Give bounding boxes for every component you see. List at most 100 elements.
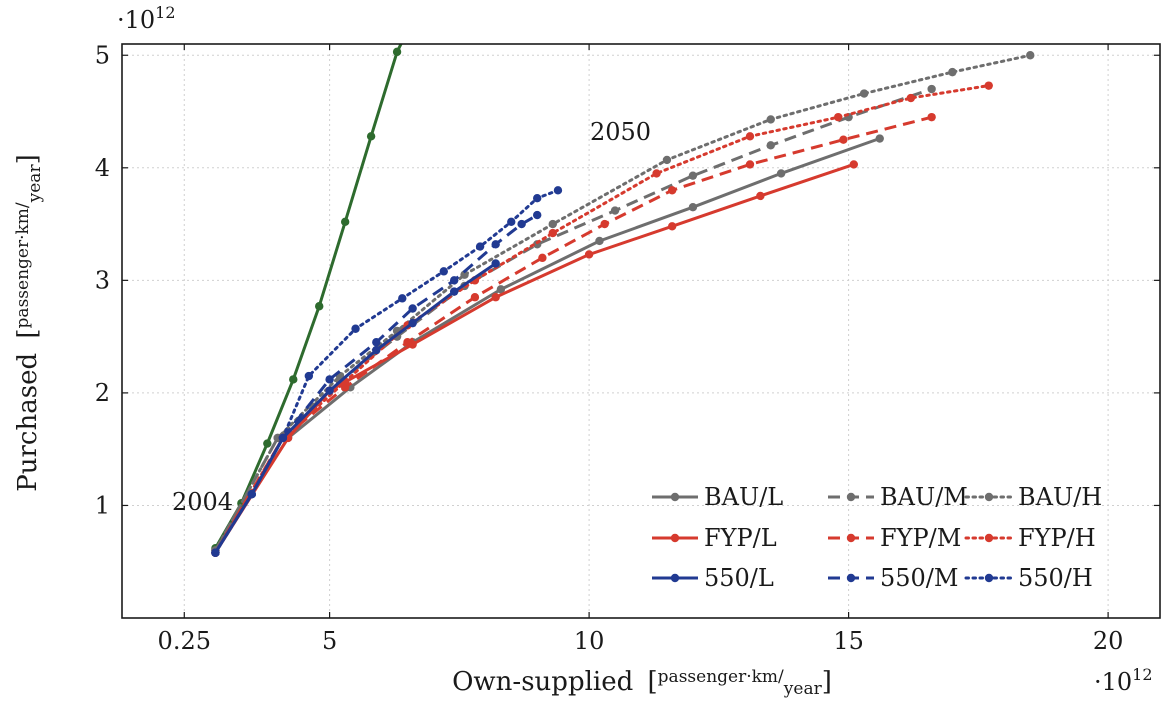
legend-swatch-marker — [984, 573, 994, 583]
data-point — [553, 186, 563, 195]
y-multiplier: ·1012 — [117, 3, 176, 34]
data-point — [548, 219, 557, 229]
annotation-2050: 2050 — [590, 118, 651, 146]
data-point — [507, 217, 516, 227]
data-point — [688, 171, 698, 180]
legend-swatch-marker — [984, 533, 994, 543]
data-point — [247, 489, 256, 499]
data-point — [263, 439, 272, 448]
y-tick-label: 2 — [95, 379, 110, 407]
data-point — [533, 210, 542, 220]
data-point — [372, 338, 381, 347]
data-point — [948, 67, 957, 77]
data-point — [340, 217, 350, 227]
x-tick-label: 20 — [1093, 627, 1124, 655]
data-point — [211, 548, 220, 557]
data-point — [538, 253, 547, 263]
legend-label: BAU/H — [1018, 483, 1102, 511]
legend-label: 550/L — [704, 564, 774, 592]
data-point — [600, 219, 609, 229]
data-point — [839, 135, 848, 144]
data-point — [834, 112, 843, 122]
y-tick-label: 1 — [95, 491, 110, 519]
legend-label: FYP/H — [1018, 524, 1096, 552]
legend-item-bau-l: BAU/L — [652, 483, 783, 511]
data-point — [517, 219, 526, 229]
legend-item-fyp-m: FYP/M — [828, 524, 961, 552]
data-point — [906, 93, 916, 103]
data-point — [491, 240, 500, 249]
series-550-h — [211, 186, 563, 557]
data-point — [548, 228, 557, 238]
series-fyp-h — [211, 81, 993, 557]
data-point — [766, 141, 775, 150]
data-point — [745, 160, 755, 169]
data-point — [372, 345, 381, 355]
plot-frame — [121, 43, 1161, 619]
legend-label: BAU/M — [880, 483, 968, 511]
data-point — [491, 293, 500, 302]
legend-item-fyp-l: FYP/L — [652, 524, 777, 552]
data-point — [496, 285, 506, 294]
data-point — [278, 433, 288, 443]
series-line — [214, 262, 497, 554]
tick-layer: 0.25 5 10 15 20 1 2 3 4 5 — [95, 41, 1160, 655]
y-axis-title: Purchased [passenger·km/year] — [13, 154, 45, 491]
data-point — [419, 0, 427, 3]
series-layer — [211, 0, 1035, 557]
legend-swatch-marker — [846, 492, 856, 502]
x-tick-label: 0.25 — [158, 627, 211, 655]
legend-swatch-marker — [846, 573, 856, 583]
data-point — [859, 89, 869, 98]
data-point — [449, 276, 459, 285]
data-point — [776, 169, 786, 178]
data-point — [1026, 51, 1035, 60]
data-point — [351, 324, 360, 333]
series-line — [213, 188, 560, 555]
data-point — [439, 267, 448, 276]
data-point — [408, 304, 417, 313]
legend-item-bau-h: BAU/H — [964, 483, 1102, 511]
data-point — [610, 206, 620, 215]
data-point — [449, 287, 459, 296]
data-point — [688, 202, 698, 212]
legend-item-bau-m: BAU/M — [828, 483, 968, 511]
data-point — [984, 81, 993, 90]
data-point — [595, 236, 604, 246]
legend-label: FYP/L — [704, 524, 777, 552]
legend-swatch-marker — [846, 533, 856, 543]
data-point — [667, 222, 677, 231]
data-point — [533, 193, 542, 203]
legend: BAU/L BAU/M BAU/H FYP/L FYP/M FYP/H 550/L 550/M… — [652, 483, 1102, 592]
series-fyp-m — [211, 112, 936, 557]
data-point — [584, 250, 594, 259]
series-line — [213, 84, 991, 555]
data-point — [927, 84, 936, 94]
y-tick-label: 5 — [95, 41, 110, 69]
data-point — [470, 293, 480, 302]
data-point — [398, 294, 407, 303]
data-point — [756, 191, 765, 201]
data-point — [408, 318, 417, 328]
data-point — [366, 132, 376, 141]
data-point — [475, 242, 485, 251]
legend-label: 550/M — [880, 564, 958, 592]
series-line — [214, 44, 403, 549]
y-tick-label: 3 — [95, 266, 110, 294]
series-line — [214, 115, 932, 554]
legend-item-fyp-h: FYP/H — [964, 524, 1096, 552]
data-point — [745, 132, 755, 141]
data-point — [403, 338, 412, 347]
series-550-l — [211, 259, 500, 557]
data-point — [315, 302, 324, 311]
data-point — [460, 270, 469, 279]
x-tick-label: 10 — [574, 627, 605, 655]
legend-swatch-marker — [670, 573, 680, 583]
legend-label: BAU/L — [704, 483, 783, 511]
legend-item-550-h: 550/H — [964, 564, 1093, 592]
data-point — [652, 169, 661, 178]
data-point — [491, 259, 500, 268]
x-axis-title: Own-supplied [passenger·km/year] — [452, 667, 832, 699]
data-point — [289, 375, 298, 384]
